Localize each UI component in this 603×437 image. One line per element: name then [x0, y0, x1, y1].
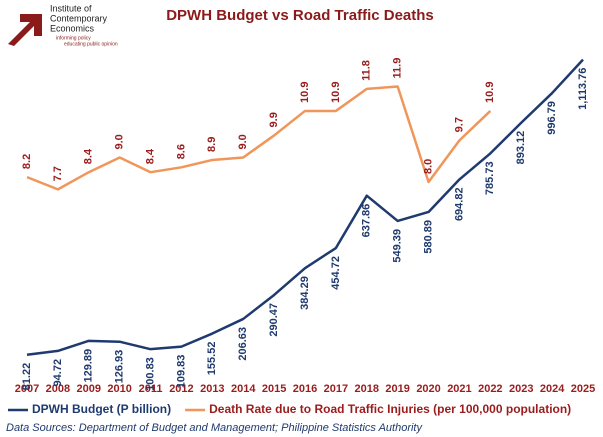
data-label: 893.12	[515, 131, 527, 165]
x-tick-label: 2014	[231, 383, 256, 395]
x-tick-label: 2023	[509, 383, 533, 395]
x-tick-label: 2024	[540, 383, 565, 395]
data-label: 8.4	[83, 148, 95, 164]
x-tick-label: 2016	[293, 383, 317, 395]
data-label: 9.7	[453, 117, 465, 132]
data-label: 7.7	[52, 166, 64, 181]
x-tick-label: 2017	[324, 383, 348, 395]
x-tick-label: 2007	[15, 383, 39, 395]
x-tick-label: 2013	[200, 383, 224, 395]
logo-text: Institute of	[50, 3, 92, 13]
x-tick-label: 2011	[139, 383, 163, 395]
data-label: 126.93	[114, 350, 126, 384]
data-label: 94.72	[52, 359, 64, 387]
data-label: 8.0	[422, 159, 434, 174]
data-label: 637.86	[361, 204, 373, 238]
series-line	[26, 58, 584, 357]
data-label: 8.4	[144, 148, 156, 164]
data-label: 384.29	[299, 276, 311, 310]
x-tick-label: 2010	[107, 383, 131, 395]
x-tick-label: 2009	[77, 383, 101, 395]
data-label: 11.8	[361, 60, 373, 81]
x-tick-label: 2015	[262, 383, 286, 395]
data-label: 8.9	[206, 137, 218, 152]
x-tick-label: 2022	[478, 383, 502, 395]
logo-text: Contemporary	[50, 13, 108, 23]
x-tick-label: 2020	[416, 383, 440, 395]
data-label: 694.82	[453, 187, 465, 221]
data-label: 10.9	[299, 82, 311, 103]
x-tick-label: 2025	[571, 383, 595, 395]
logo: Institute of Contemporary Economics info…	[8, 3, 118, 47]
data-label: 10.9	[330, 82, 342, 103]
x-tick-label: 2021	[447, 383, 471, 395]
logo-text: Economics	[50, 23, 95, 33]
x-tick-label: 2019	[385, 383, 409, 395]
data-label: 9.9	[268, 112, 280, 127]
data-label: 8.2	[21, 154, 33, 169]
data-label: 996.79	[546, 101, 558, 135]
data-label: 129.89	[83, 349, 95, 383]
data-label: 454.72	[330, 256, 342, 290]
data-label: 10.9	[484, 82, 496, 103]
source-note: Data Sources: Department of Budget and M…	[6, 422, 423, 434]
logo-tagline: educating public opinion	[64, 41, 118, 47]
data-label: 580.89	[422, 220, 434, 254]
legend-label: Death Rate due to Road Traffic Injuries …	[209, 402, 571, 416]
data-label: 109.83	[175, 355, 187, 389]
data-label: 785.73	[484, 161, 496, 195]
x-tick-label: 2012	[169, 383, 193, 395]
data-label: 11.9	[392, 58, 404, 79]
x-tick-label: 2018	[355, 383, 379, 395]
data-label: 549.39	[392, 229, 404, 263]
data-label: 100.83	[144, 357, 156, 391]
data-label: 9.0	[114, 134, 126, 149]
logo-arrow	[8, 14, 42, 46]
series-line	[26, 85, 492, 191]
data-label: 81.22	[21, 363, 33, 391]
x-tick-label: 2008	[46, 383, 70, 395]
data-label: 1,113.76	[577, 68, 589, 110]
data-label: 290.47	[268, 303, 280, 337]
legend-label: DPWH Budget (P billion)	[32, 402, 171, 416]
data-label: 9.0	[237, 134, 249, 149]
data-label: 8.6	[175, 144, 187, 159]
chart-title: DPWH Budget vs Road Traffic Deaths	[166, 7, 434, 24]
data-label: 206.63	[237, 327, 249, 361]
data-label: 155.52	[206, 342, 218, 376]
logo-tagline: informing policy	[56, 35, 91, 41]
